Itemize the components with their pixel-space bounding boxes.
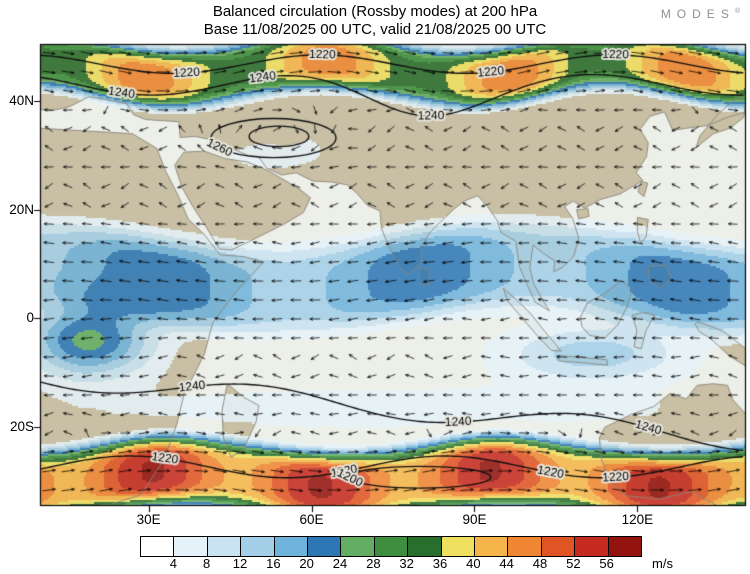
colorbar-segment [475,537,509,556]
y-tick-label: 40N [9,93,34,109]
y-tick-label: 20S [9,419,34,435]
colorbar-tick-label: 28 [366,556,381,571]
colorbar-tick-label: 52 [566,556,581,571]
colorbar-tick-label: 12 [232,556,248,571]
x-tick-label: 120E [621,512,654,527]
colorbar-tick-label: 16 [266,556,281,571]
colorbar-tick-label: 40 [466,556,481,571]
colorbar-tick-label: 44 [499,556,514,571]
colorbar-segment [241,537,275,556]
x-tick-label: 60E [299,512,324,527]
colorbar-units: m/s [652,556,673,571]
map-canvas [0,0,750,530]
colorbar-segment [341,537,375,556]
colorbar-segment [374,537,409,556]
colorbar [140,536,642,557]
x-tick-label: 30E [136,512,161,527]
y-tick-label: 20N [9,201,34,217]
colorbar-tick-label: 56 [599,556,614,571]
colorbar-segment [508,537,542,556]
colorbar-tick-label: 48 [532,556,548,571]
colorbar-segment [207,537,242,556]
colorbar-segment [408,537,442,556]
colorbar-tick-label: 24 [332,556,348,571]
colorbar-tick-label: 8 [203,556,211,571]
colorbar-segment [308,537,342,556]
y-tick-label: 0 [26,310,34,326]
colorbar-segment [441,537,476,556]
colorbar-segment [274,537,309,556]
colorbar-segment [575,537,609,556]
colorbar-segment [174,537,208,556]
colorbar-segment [141,537,175,556]
colorbar-tick-label: 36 [432,556,448,571]
colorbar-segment [541,537,576,556]
colorbar-tick-label: 20 [299,556,314,571]
x-tick-label: 90E [462,512,487,527]
colorbar-tick-label: 32 [399,556,414,571]
colorbar-tick-label: 4 [169,556,177,571]
colorbar-segment [608,537,642,556]
